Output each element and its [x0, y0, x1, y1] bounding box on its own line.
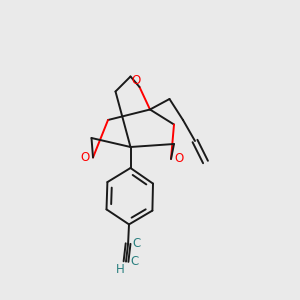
- Text: C: C: [132, 237, 141, 250]
- Text: H: H: [116, 262, 125, 276]
- Text: C: C: [130, 255, 139, 268]
- Text: O: O: [131, 74, 140, 87]
- Text: O: O: [80, 151, 89, 164]
- Text: O: O: [175, 152, 184, 166]
